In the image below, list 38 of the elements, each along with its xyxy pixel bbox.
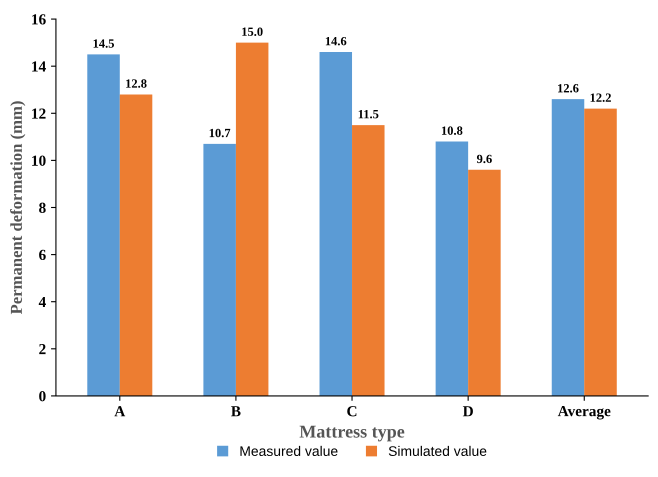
- data-label: 11.5: [358, 110, 378, 118]
- bar: [87, 54, 120, 396]
- data-label: 14.5: [94, 39, 114, 48]
- x-axis-title: Mattress type: [300, 426, 404, 442]
- bar: [352, 125, 385, 396]
- bar: [203, 144, 236, 396]
- x-tick-label: B: [231, 406, 241, 416]
- bar: [552, 99, 584, 396]
- bar: [320, 52, 352, 396]
- bar: [120, 94, 152, 396]
- data-label: 12.2: [590, 93, 611, 102]
- y-tick-label: 12: [32, 108, 46, 119]
- y-axis-title: Permanent deformation (mm): [10, 101, 26, 314]
- bar: [236, 42, 268, 396]
- data-label: 12.6: [558, 84, 579, 93]
- y-tick-label: 6: [39, 250, 46, 260]
- data-label: 12.8: [126, 79, 147, 88]
- bar: [584, 108, 617, 396]
- x-tick-label: D: [462, 406, 473, 416]
- y-tick-label: 16: [32, 14, 46, 25]
- bar: [436, 142, 468, 396]
- y-tick-label: 8: [39, 202, 46, 213]
- y-tick-label: 2: [39, 344, 46, 354]
- data-label: 14.6: [326, 36, 346, 46]
- data-label: 10.8: [442, 126, 462, 135]
- y-tick-label: 0: [39, 391, 46, 402]
- y-tick-label: 4: [38, 296, 46, 308]
- x-tick-label: Average: [558, 406, 610, 420]
- x-tick-label: A: [114, 406, 126, 416]
- legend-label: Simulated value: [388, 446, 486, 456]
- y-tick-label: 10: [32, 156, 46, 166]
- x-tick-label: C: [347, 406, 356, 416]
- y-tick-label: 14: [32, 61, 46, 72]
- data-label: 10.7: [210, 128, 230, 138]
- data-label: 9.6: [476, 154, 492, 164]
- bar: [468, 170, 501, 396]
- legend-label: Measured value: [240, 446, 338, 456]
- data-label: 15.0: [242, 27, 263, 36]
